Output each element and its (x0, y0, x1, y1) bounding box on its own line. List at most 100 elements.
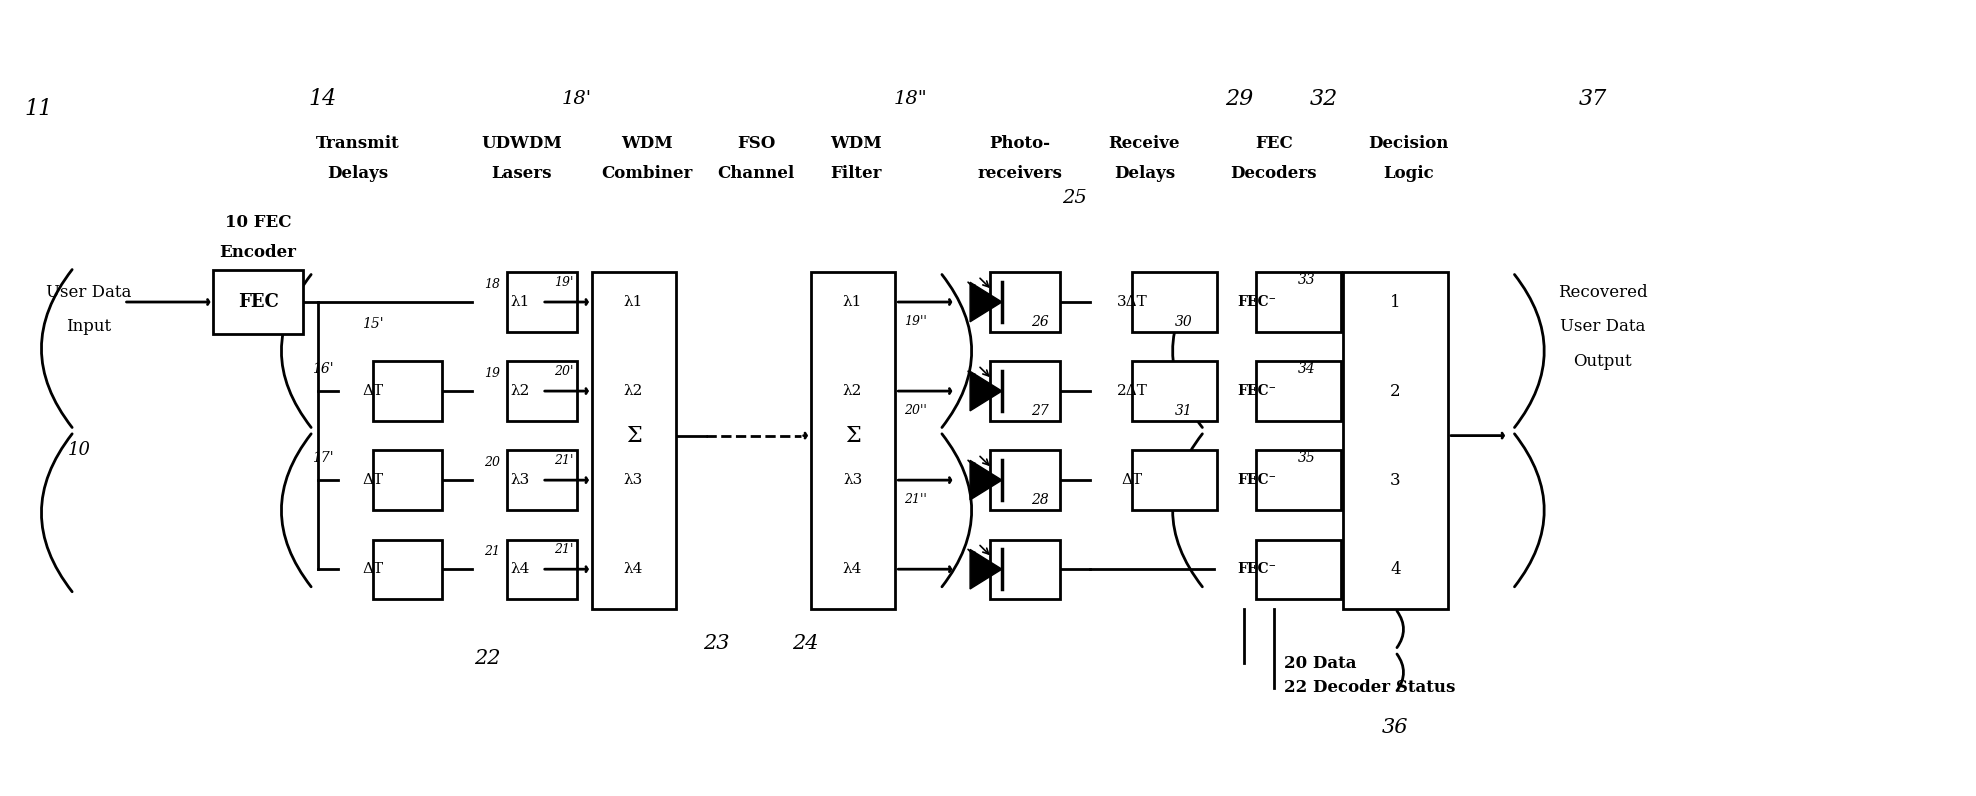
Text: λ3: λ3 (510, 473, 530, 487)
Text: Input: Input (67, 318, 111, 335)
Polygon shape (970, 371, 1002, 411)
Text: 15': 15' (362, 317, 383, 331)
Bar (508, 272, 577, 332)
Text: FEC⁻: FEC⁻ (1237, 295, 1276, 309)
Text: FEC⁻: FEC⁻ (1237, 562, 1276, 576)
Text: Σ: Σ (626, 424, 642, 447)
Text: 22 Decoder Status: 22 Decoder Status (1284, 680, 1454, 696)
Text: FEC: FEC (1255, 135, 1292, 152)
Bar (508, 451, 577, 509)
Text: User Data: User Data (1559, 318, 1646, 335)
Bar (990, 361, 1059, 421)
Text: 31: 31 (1176, 404, 1194, 418)
Text: Encoder: Encoder (219, 244, 296, 261)
Text: 20'': 20'' (903, 404, 927, 417)
Text: 30: 30 (1176, 314, 1194, 329)
Text: 21': 21' (553, 543, 573, 556)
Text: Output: Output (1573, 353, 1632, 370)
Text: Decision: Decision (1367, 135, 1448, 152)
Text: 24: 24 (792, 634, 818, 653)
Text: Σ: Σ (844, 424, 860, 447)
Bar (373, 540, 443, 599)
Text: Channel: Channel (717, 165, 794, 181)
Text: WDM: WDM (620, 135, 672, 152)
Text: Receive: Receive (1109, 135, 1180, 152)
Text: FEC⁻: FEC⁻ (1237, 384, 1276, 398)
Text: λ4: λ4 (510, 562, 530, 576)
Text: 20: 20 (484, 456, 500, 469)
Text: ΔT: ΔT (362, 473, 383, 487)
Bar (990, 540, 1059, 599)
Text: λ3: λ3 (844, 473, 862, 487)
Text: λ2: λ2 (844, 384, 862, 398)
Bar (990, 451, 1059, 509)
Text: 19'': 19'' (903, 315, 927, 328)
Text: 20 Data: 20 Data (1284, 654, 1356, 672)
Text: 10: 10 (67, 442, 91, 459)
Text: 32: 32 (1310, 88, 1338, 110)
Polygon shape (970, 283, 1002, 322)
Bar (1257, 361, 1342, 421)
Text: 25: 25 (1063, 189, 1087, 207)
Text: 19: 19 (484, 367, 500, 380)
Text: 10 FEC: 10 FEC (225, 214, 290, 232)
Text: 11: 11 (26, 98, 53, 120)
Text: 35: 35 (1298, 451, 1316, 466)
Bar (508, 540, 577, 599)
Text: receivers: receivers (978, 165, 1063, 181)
Text: λ1: λ1 (510, 295, 530, 309)
Text: Transmit: Transmit (316, 135, 399, 152)
Text: 3: 3 (1389, 472, 1401, 489)
Text: λ2: λ2 (624, 384, 644, 398)
Text: 21: 21 (484, 545, 500, 558)
Text: ΔT: ΔT (362, 562, 383, 576)
Text: UDWDM: UDWDM (482, 135, 563, 152)
Text: 28: 28 (1031, 493, 1049, 507)
Text: Logic: Logic (1383, 165, 1435, 181)
Text: WDM: WDM (830, 135, 881, 152)
Bar (591, 272, 676, 609)
Text: FEC⁻: FEC⁻ (1237, 473, 1276, 487)
Text: 19': 19' (553, 275, 573, 289)
Text: 21': 21' (553, 454, 573, 466)
Text: Lasers: Lasers (492, 165, 551, 181)
Text: λ3: λ3 (624, 473, 642, 487)
Text: 14: 14 (308, 88, 338, 110)
Text: Filter: Filter (830, 165, 881, 181)
Text: 36: 36 (1381, 718, 1409, 737)
Bar (1257, 272, 1342, 332)
Text: FSO: FSO (737, 135, 775, 152)
Bar (1257, 451, 1342, 509)
Polygon shape (970, 549, 1002, 589)
Bar (810, 272, 895, 609)
Text: ΔT: ΔT (1120, 473, 1142, 487)
Text: Recovered: Recovered (1557, 283, 1648, 301)
Text: 17': 17' (312, 451, 334, 466)
Text: 18': 18' (561, 90, 591, 108)
Text: Delays: Delays (328, 165, 387, 181)
Text: 26: 26 (1031, 314, 1049, 329)
Text: 18: 18 (484, 278, 500, 291)
Text: 33: 33 (1298, 273, 1316, 287)
Text: Delays: Delays (1114, 165, 1176, 181)
Text: 22: 22 (474, 649, 500, 668)
Text: Combiner: Combiner (601, 165, 692, 181)
Text: Decoders: Decoders (1231, 165, 1318, 181)
Text: 2ΔT: 2ΔT (1116, 384, 1148, 398)
Text: 21'': 21'' (903, 494, 927, 506)
Bar (990, 272, 1059, 332)
Text: 3ΔT: 3ΔT (1116, 295, 1148, 309)
Text: λ2: λ2 (510, 384, 530, 398)
Text: 37: 37 (1579, 88, 1606, 110)
Text: Photo-: Photo- (990, 135, 1051, 152)
Text: ΔT: ΔT (362, 384, 383, 398)
Text: 29: 29 (1225, 88, 1253, 110)
Text: 34: 34 (1298, 362, 1316, 377)
Text: λ4: λ4 (624, 562, 644, 576)
Bar (1132, 361, 1217, 421)
Bar (1132, 451, 1217, 509)
Bar (508, 361, 577, 421)
Text: λ1: λ1 (624, 295, 644, 309)
Text: 1: 1 (1389, 294, 1401, 310)
Bar (1344, 272, 1448, 609)
